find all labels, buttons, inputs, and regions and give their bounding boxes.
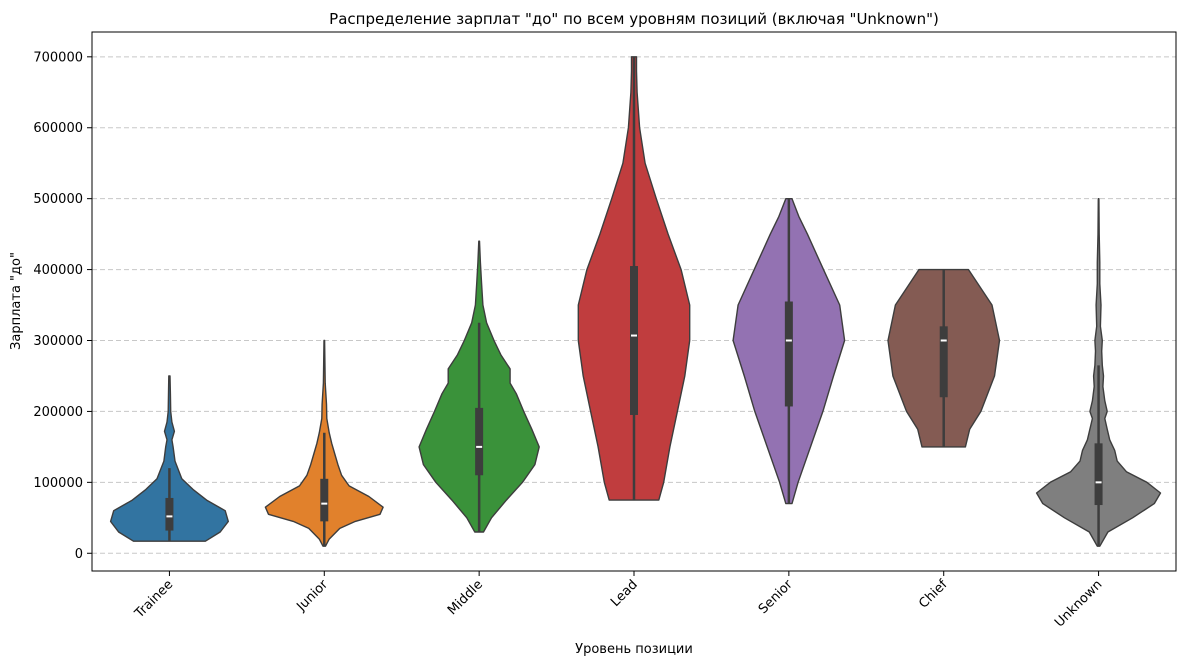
iqr-box-chief <box>939 326 948 398</box>
y-tick-label: 0 <box>75 547 83 562</box>
y-tick-label: 600000 <box>33 121 83 136</box>
x-tick-label: Unknown <box>1052 577 1105 630</box>
iqr-box-senior <box>784 301 793 407</box>
chart-title: Распределение зарплат "до" по всем уровн… <box>329 10 939 28</box>
y-axis-label: Зарплата "до" <box>9 252 24 350</box>
y-tick-label: 300000 <box>33 334 83 349</box>
iqr-box-middle <box>475 407 484 476</box>
x-tick-label: Senior <box>756 577 796 617</box>
y-tick-label: 500000 <box>33 192 83 207</box>
x-axis-label: Уровень позиции <box>575 642 693 657</box>
x-tick-label: Junior <box>293 577 331 615</box>
y-tick-label: 100000 <box>33 476 83 491</box>
y-tick-label: 400000 <box>33 263 83 278</box>
y-gridlines <box>92 56 1176 554</box>
iqr-box-trainee <box>165 497 174 531</box>
iqr-box-junior <box>320 478 329 522</box>
iqr-box-lead <box>630 266 638 415</box>
x-tick-label: Chief <box>916 577 951 612</box>
violin-trainee <box>109 375 229 542</box>
x-tick-label: Middle <box>445 577 486 618</box>
x-tick-label: Lead <box>608 577 641 610</box>
x-axis: Trainee Junior Middle Lead Senior Chief Unknow… <box>132 571 1105 631</box>
y-tick-label: 200000 <box>33 405 83 420</box>
y-axis: 0 100000 200000 300000 400000 500000 600000 700… <box>33 50 92 562</box>
y-tick-label: 700000 <box>33 50 83 65</box>
violins <box>109 56 1162 547</box>
iqr-box-unknown <box>1094 443 1103 506</box>
x-tick-label: Trainee <box>132 577 177 622</box>
